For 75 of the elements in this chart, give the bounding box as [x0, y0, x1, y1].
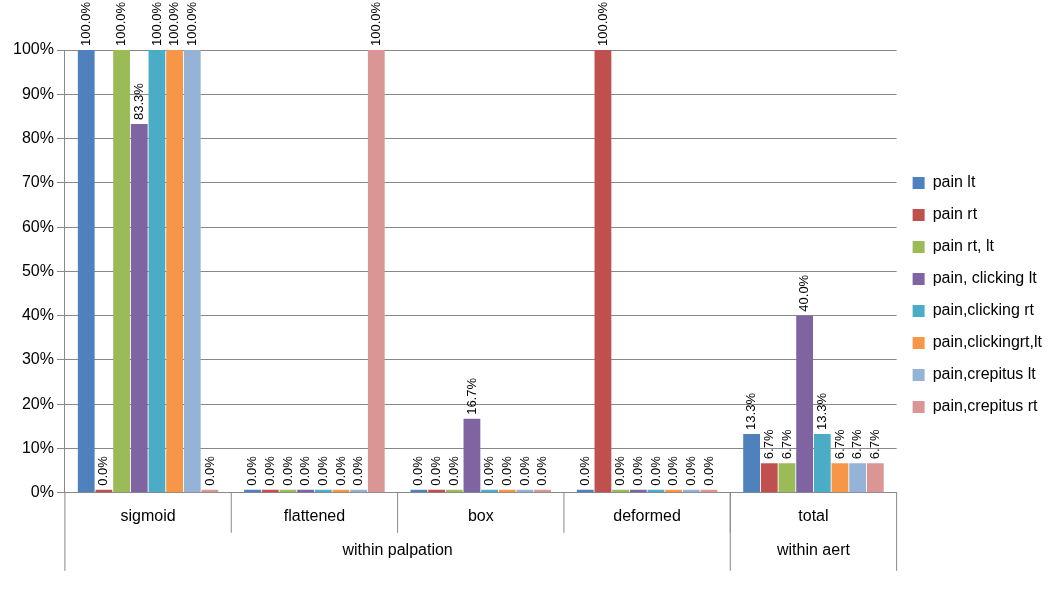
data-label: 83.3% [130, 82, 146, 120]
text: within aert [775, 541, 851, 559]
data-label: 6.7% [778, 429, 794, 460]
data-label: 0.0% [665, 455, 681, 486]
data-label: 0.0% [682, 455, 698, 486]
data-label: 100.0% [77, 1, 93, 46]
legend-label: pain rt, lt [932, 237, 995, 255]
data-label: 13.3% [743, 392, 759, 430]
data-label: 100.0% [148, 1, 164, 46]
legend-label: pain, clicking lt [932, 269, 1038, 287]
bar [166, 50, 183, 493]
data-label: 0.0% [516, 455, 532, 486]
data-label: 6.7% [866, 429, 882, 460]
y-tick-label: 90% [21, 84, 54, 102]
data-label: 0.0% [279, 455, 295, 486]
data-label: 0.0% [95, 455, 111, 486]
y-tick-label: 70% [21, 173, 54, 191]
data-label: 0.0% [700, 455, 716, 486]
data-label: 0.0% [314, 455, 330, 486]
data-label: 0.0% [445, 455, 461, 486]
legend-label: pain lt [932, 173, 976, 191]
data-label: 100.0% [183, 1, 199, 46]
y-tick-label: 30% [21, 350, 54, 368]
legend-label: pain,crepitus rt [932, 397, 1039, 415]
bar [796, 315, 814, 493]
y-tick-label: 80% [21, 128, 54, 146]
y-tick-label: 20% [21, 394, 54, 412]
bar [148, 50, 166, 493]
bar [367, 50, 385, 493]
data-label: 0.0% [244, 455, 260, 486]
data-label: 0.0% [428, 455, 444, 486]
x-tick-label: box [467, 506, 494, 524]
bar [594, 50, 612, 493]
data-label: 0.0% [332, 455, 348, 486]
data-label: 100.0% [166, 1, 182, 46]
data-label: 0.0% [534, 455, 550, 486]
data-label: 0.0% [201, 455, 217, 486]
data-label: 0.0% [410, 455, 426, 486]
data-label: 13.3% [813, 392, 829, 430]
bar [130, 123, 148, 493]
legend-label: pain,crepitus lt [932, 365, 1037, 383]
data-label: 0.0% [612, 455, 628, 486]
legend-label: pain,clickingrt,lt [932, 333, 1043, 351]
legend-label: pain,clicking rt [932, 301, 1035, 319]
y-tick-label: 10% [21, 438, 54, 456]
data-label: 0.0% [261, 455, 277, 486]
x-tick-label: total [798, 506, 829, 524]
data-label: 0.0% [481, 455, 497, 486]
data-label: 0.0% [498, 455, 514, 486]
legend-label: pain rt [932, 205, 978, 223]
data-label: 0.0% [350, 455, 366, 486]
text: within palpation [341, 541, 453, 559]
data-label: 16.7% [463, 377, 479, 415]
bar [77, 50, 95, 493]
bar [183, 50, 201, 493]
y-tick-label: 60% [21, 217, 54, 235]
y-tick-label: 50% [21, 261, 54, 279]
x-tick-label: deformed [613, 506, 681, 524]
y-tick-label: 100% [13, 40, 54, 58]
data-label: 100.0% [594, 1, 610, 46]
data-label: 40.0% [796, 274, 812, 312]
data-label: 0.0% [576, 455, 592, 486]
x-tick-label: flattened [283, 506, 346, 524]
data-label: 0.0% [629, 455, 645, 486]
y-tick-label: 40% [21, 306, 54, 324]
x-tick-label: sigmoid [120, 506, 176, 524]
data-label: 6.7% [849, 429, 865, 460]
data-label: 6.7% [760, 429, 776, 460]
data-label: 6.7% [831, 429, 847, 460]
bar [113, 50, 130, 493]
y-tick-label: 0% [30, 483, 54, 501]
data-label: 0.0% [647, 455, 663, 486]
data-label: 100.0% [367, 1, 383, 46]
data-label: 100.0% [113, 1, 129, 46]
data-label: 0.0% [297, 455, 313, 486]
